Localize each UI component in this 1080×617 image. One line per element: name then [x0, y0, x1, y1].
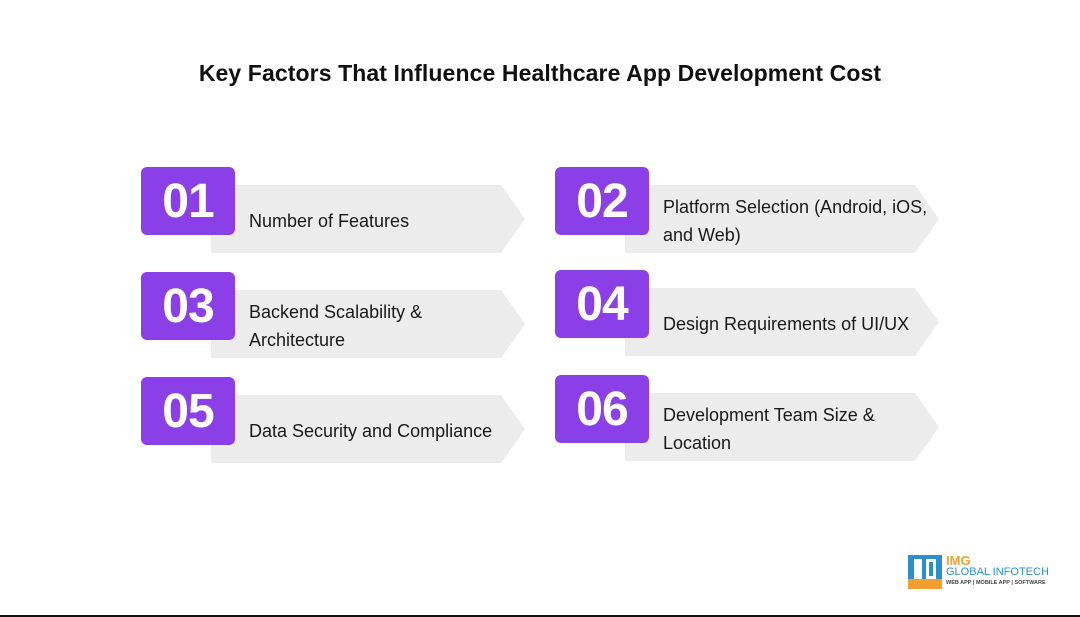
bottom-divider [0, 615, 1080, 617]
arrow-banner [211, 395, 525, 463]
factor-number-badge: 05 [141, 377, 235, 445]
factor-card-03: 03 Backend Scalability & Architecture [141, 272, 541, 368]
logo-text-img: IMG [946, 553, 971, 568]
arrow-banner [625, 288, 939, 356]
arrow-banner [211, 185, 525, 253]
factor-number-badge: 02 [555, 167, 649, 235]
logo-tagline: WEB APP | MOBILE APP | SOFTWARE [946, 580, 1046, 586]
factor-label: Platform Selection (Android, iOS, and We… [663, 197, 928, 245]
arrow-banner [625, 185, 939, 253]
logo-mark-icon [908, 555, 942, 589]
factor-number-badge: 01 [141, 167, 235, 235]
factor-number-badge: 03 [141, 272, 235, 340]
arrow-banner [625, 393, 939, 461]
factor-label: Data Security and Compliance [249, 421, 493, 441]
factor-label: Number of Features [249, 211, 410, 231]
factor-card-01: 01 Number of Features [141, 167, 541, 263]
arrow-banner [211, 290, 525, 358]
company-logo: IMG GLOBAL INFOTECH WEB APP | MOBILE APP… [908, 553, 1049, 593]
factor-card-06: 06 Development Team Size & Location [555, 375, 955, 471]
factor-card-05: 05 Data Security and Compliance [141, 377, 541, 473]
factor-card-02: 02 Platform Selection (Android, iOS, and… [555, 167, 955, 263]
factor-label: Design Requirements of UI/UX [663, 314, 910, 334]
logo-text-name: GLOBAL INFOTECH [946, 566, 1049, 578]
factor-number-badge: 06 [555, 375, 649, 443]
factor-label: Backend Scalability & Architecture [249, 302, 423, 350]
page-title: Key Factors That Influence Healthcare Ap… [198, 60, 882, 86]
factor-number-badge: 04 [555, 270, 649, 338]
factor-label: Development Team Size & Location [663, 405, 875, 453]
factor-card-04: 04 Design Requirements of UI/UX [555, 270, 955, 366]
